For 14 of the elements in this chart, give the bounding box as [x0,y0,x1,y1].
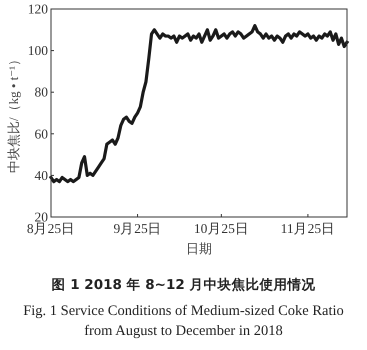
line-series [49,24,349,184]
x-tick-label: 10月25日 [194,221,249,236]
x-tick-label: 9月25日 [113,221,162,236]
x-axis-title: 日期 [186,241,212,256]
y-tick-label: 60 [34,126,48,142]
y-tick-label: 40 [34,168,48,183]
text: Fig. 1 Service Conditions of Medium-sized Coke Ratio from August to December in 2018 [23,303,344,339]
y-tick-label: 80 [34,84,48,100]
y-tick-label: 100 [28,43,48,58]
y-axis-title: 中块焦比/（kg • t⁻¹） [6,52,21,174]
y-tick-label: 120 [28,2,48,16]
x-tick-label: 11月25日 [280,221,336,236]
x-tick-label: 8月25日 [26,221,76,236]
text: 图 1 2018 年 8~12 月中块焦比使用情况 [52,277,316,293]
